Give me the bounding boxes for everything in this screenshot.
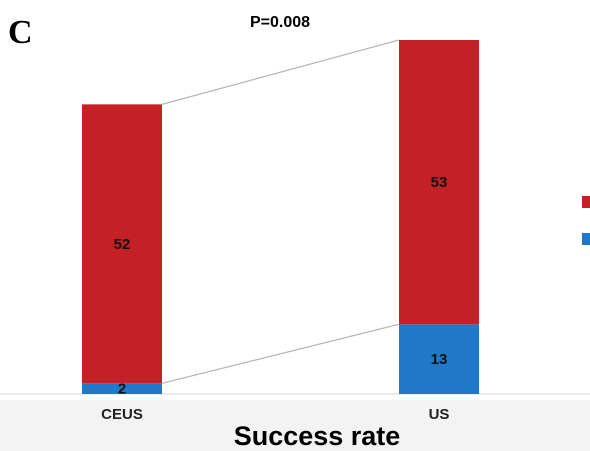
data-label-us-blue: 13 <box>431 351 448 368</box>
legend <box>582 196 590 245</box>
x-tick-label-ceus: CEUS <box>101 406 143 423</box>
bars: 52 2 CEUS 53 13 US <box>82 40 479 423</box>
legend-swatch-blue <box>582 233 590 245</box>
chart-title: P=0.008 <box>249 14 311 31</box>
panel-label: C <box>8 14 33 51</box>
bar-segment-ceus-red <box>82 104 162 384</box>
data-label-ceus-blue: 2 <box>118 381 126 398</box>
bar-segment-us-red <box>399 40 479 325</box>
bar-segment-us-blue <box>399 324 479 394</box>
x-tick-label-us: US <box>429 406 450 423</box>
connector-line-split <box>161 323 400 384</box>
legend-swatch-red <box>582 196 590 208</box>
bar-segment-ceus-blue <box>82 383 162 394</box>
connector-lines <box>161 39 400 384</box>
connector-line-top <box>161 39 400 105</box>
data-label-us-red: 53 <box>431 174 448 191</box>
bottom-band <box>0 400 590 451</box>
x-axis-title: Success rate <box>234 421 401 451</box>
data-label-ceus-red: 52 <box>114 236 131 253</box>
